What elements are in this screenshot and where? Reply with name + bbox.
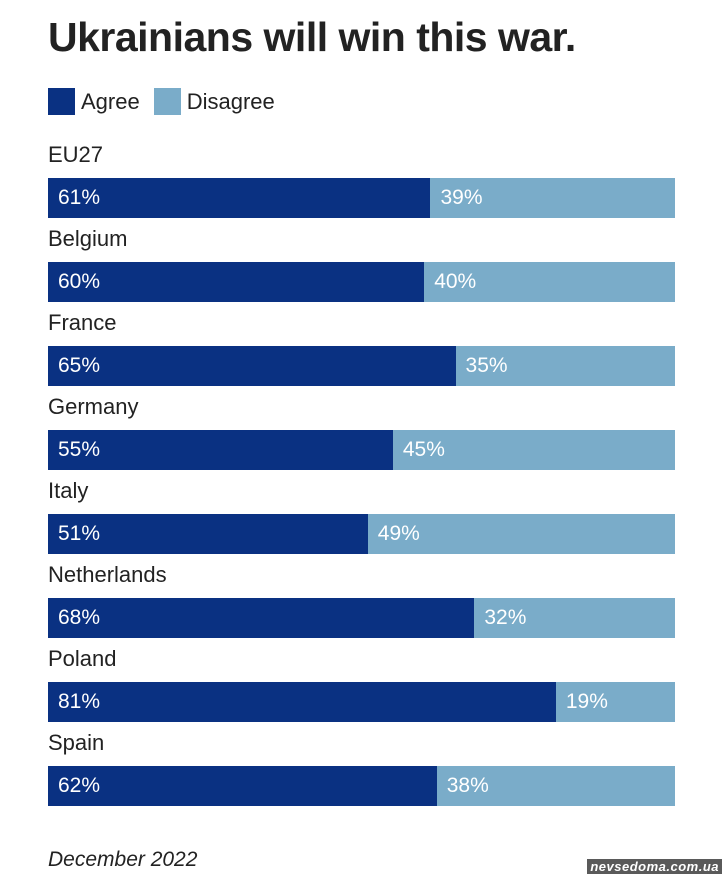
data-label-agree: 81%: [58, 690, 101, 713]
category-label: Netherlands: [48, 562, 167, 587]
bar-track: 61% 39%: [48, 178, 675, 218]
data-label-agree: 65%: [58, 354, 101, 377]
bar-disagree: 45%: [392, 430, 675, 470]
bar-row: Italy 51% 49%: [48, 476, 675, 560]
bar-track: 65% 35%: [48, 346, 675, 386]
category-label: Spain: [48, 730, 105, 755]
data-label-disagree: 45%: [402, 438, 445, 461]
data-label-disagree: 35%: [465, 354, 508, 377]
legend-label-disagree: Disagree: [186, 88, 275, 114]
bar-row: Spain 62% 38%: [48, 728, 675, 812]
legend: Agree Disagree: [48, 88, 289, 115]
category-label: Poland: [48, 646, 117, 671]
data-label-agree: 51%: [58, 522, 101, 545]
bar-track: 68% 32%: [48, 598, 675, 638]
category-label: Germany: [48, 394, 139, 419]
bar-agree: 65%: [48, 346, 456, 386]
data-label-disagree: 32%: [484, 606, 527, 629]
bar-row: Poland 81% 19%: [48, 644, 675, 728]
category-label: Italy: [48, 478, 89, 503]
data-label-disagree: 19%: [565, 690, 608, 713]
legend-item-disagree: Disagree: [153, 88, 275, 115]
bar-track: 51% 49%: [48, 514, 675, 554]
bar-agree: 68%: [48, 598, 475, 638]
data-label-disagree: 49%: [377, 522, 420, 545]
bar-disagree: 32%: [474, 598, 675, 638]
data-label-agree: 60%: [58, 270, 101, 293]
bar-agree: 81%: [48, 682, 556, 722]
bar-track: 60% 40%: [48, 262, 675, 302]
category-label: EU27: [48, 142, 104, 167]
bar-track: 55% 45%: [48, 430, 675, 470]
date-footnote: December 2022: [48, 848, 198, 871]
legend-label-agree: Agree: [81, 88, 140, 114]
bar-row: EU27 61% 39%: [48, 140, 675, 224]
legend-item-agree: Agree: [48, 88, 140, 115]
data-label-agree: 62%: [58, 774, 101, 797]
bar-agree: 60%: [48, 262, 425, 302]
data-label-disagree: 39%: [440, 186, 483, 209]
stacked-bar-chart: EU27 61% 39% Belgium 60% 40% France 65% 35% Germa…: [48, 140, 675, 812]
bar-disagree: 35%: [455, 346, 675, 386]
bar-agree: 62%: [48, 766, 437, 806]
chart-title: Ukrainians will win this war.: [48, 14, 576, 60]
bar-disagree: 49%: [367, 514, 675, 554]
data-label-agree: 55%: [58, 438, 101, 461]
bar-agree: 61%: [48, 178, 431, 218]
category-label: France: [48, 310, 117, 335]
bar-disagree: 40%: [424, 262, 675, 302]
legend-swatch-agree: [48, 88, 75, 115]
bar-agree: 55%: [48, 430, 393, 470]
watermark: nevsedoma.com.ua: [587, 859, 722, 874]
bar-row: France 65% 35%: [48, 308, 675, 392]
data-label-agree: 61%: [58, 186, 101, 209]
bar-disagree: 38%: [436, 766, 675, 806]
bar-track: 81% 19%: [48, 682, 675, 722]
bar-disagree: 39%: [430, 178, 675, 218]
bar-agree: 51%: [48, 514, 368, 554]
bar-track: 62% 38%: [48, 766, 675, 806]
bar-row: Netherlands 68% 32%: [48, 560, 675, 644]
data-label-disagree: 40%: [434, 270, 477, 293]
legend-swatch-disagree: [153, 88, 181, 115]
bar-row: Germany 55% 45%: [48, 392, 675, 476]
data-label-disagree: 38%: [446, 774, 489, 797]
data-label-agree: 68%: [58, 606, 101, 629]
bar-row: Belgium 60% 40%: [48, 224, 675, 308]
category-label: Belgium: [48, 226, 128, 251]
bar-disagree: 19%: [555, 682, 675, 722]
